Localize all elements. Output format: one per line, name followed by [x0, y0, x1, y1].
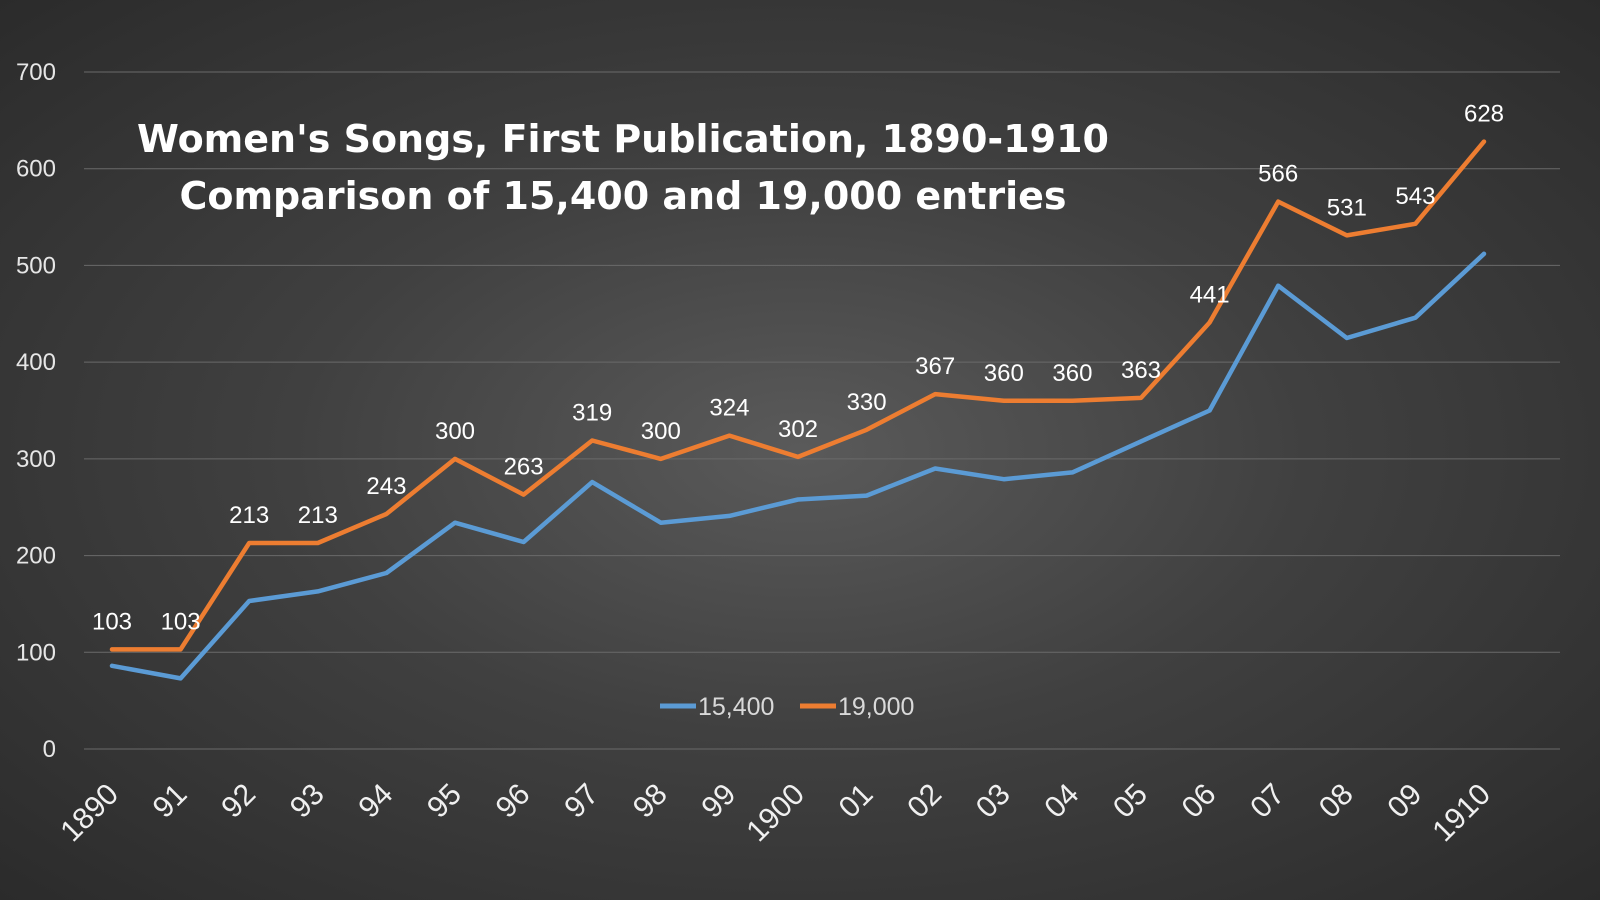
data-label: 103	[161, 608, 201, 635]
x-tick-label: 03	[970, 778, 1017, 825]
y-tick-label: 300	[16, 446, 56, 473]
data-labels: 103 103 213 213 243 300 263 319 300 324 302 330 367 3…	[92, 101, 1504, 636]
data-label: 441	[1190, 281, 1230, 308]
data-label: 367	[915, 353, 955, 380]
x-tick-label: 08	[1313, 778, 1360, 825]
data-label: 360	[984, 360, 1024, 387]
data-label: 300	[641, 418, 681, 445]
x-tick-label: 07	[1244, 778, 1291, 825]
data-label: 543	[1395, 183, 1435, 210]
data-label: 566	[1258, 161, 1298, 188]
x-tick-label: 05	[1107, 778, 1154, 825]
y-tick-label: 500	[16, 252, 56, 279]
data-label: 103	[92, 608, 132, 635]
gridlines	[84, 71, 1560, 750]
data-label: 213	[298, 502, 338, 529]
x-tick-label: 91	[147, 778, 194, 825]
data-label: 628	[1464, 101, 1504, 128]
x-tick-label: 04	[1038, 778, 1085, 825]
series-line-15400	[109, 251, 1487, 681]
x-tick-label: 96	[490, 778, 537, 825]
y-tick-label: 700	[16, 59, 56, 86]
legend-label-15400: 15,400	[698, 693, 774, 721]
data-label: 324	[709, 395, 749, 422]
x-tick-label: 1910	[1426, 778, 1497, 849]
y-tick-label: 600	[16, 156, 56, 183]
data-label: 319	[572, 399, 612, 426]
y-tick-label: 100	[16, 639, 56, 666]
x-tick-label: 1900	[740, 778, 811, 849]
x-tick-label: 09	[1381, 778, 1428, 825]
data-label: 213	[229, 502, 269, 529]
data-label: 330	[847, 389, 887, 416]
chart-title-line-2: Comparison of 15,400 and 19,000 entries	[179, 174, 1066, 218]
x-tick-label: 94	[352, 778, 399, 825]
data-label: 302	[778, 416, 818, 443]
x-tick-label: 98	[627, 778, 674, 825]
x-tick-label: 99	[695, 778, 742, 825]
y-tick-label: 0	[43, 736, 56, 763]
x-tick-label: 92	[215, 778, 262, 825]
series-line-19000	[109, 139, 1487, 652]
x-tick-label: 1890	[54, 778, 125, 849]
x-tick-label: 95	[421, 778, 468, 825]
x-tick-label: 93	[284, 778, 331, 825]
y-tick-label: 400	[16, 349, 56, 376]
x-tick-label: 02	[901, 778, 948, 825]
data-label: 360	[1052, 360, 1092, 387]
legend-label-19000: 19,000	[838, 693, 914, 721]
data-label: 300	[435, 418, 475, 445]
x-tick-label: 97	[558, 778, 605, 825]
x-tick-label: 06	[1176, 778, 1223, 825]
data-label: 531	[1327, 194, 1367, 221]
x-tick-label: 01	[833, 778, 880, 825]
y-axis-tick-labels: 0 100 200 300 400 500 600 700	[16, 59, 56, 763]
chart-title: Women's Songs, First Publication, 1890-1…	[137, 117, 1109, 218]
data-label: 263	[504, 454, 544, 481]
data-label: 243	[366, 473, 406, 500]
data-label: 363	[1121, 357, 1161, 384]
legend: 15,400 19,000	[660, 693, 914, 721]
series-lines	[109, 139, 1487, 681]
chart-title-line-1: Women's Songs, First Publication, 1890-1…	[137, 117, 1109, 161]
y-tick-label: 200	[16, 543, 56, 570]
